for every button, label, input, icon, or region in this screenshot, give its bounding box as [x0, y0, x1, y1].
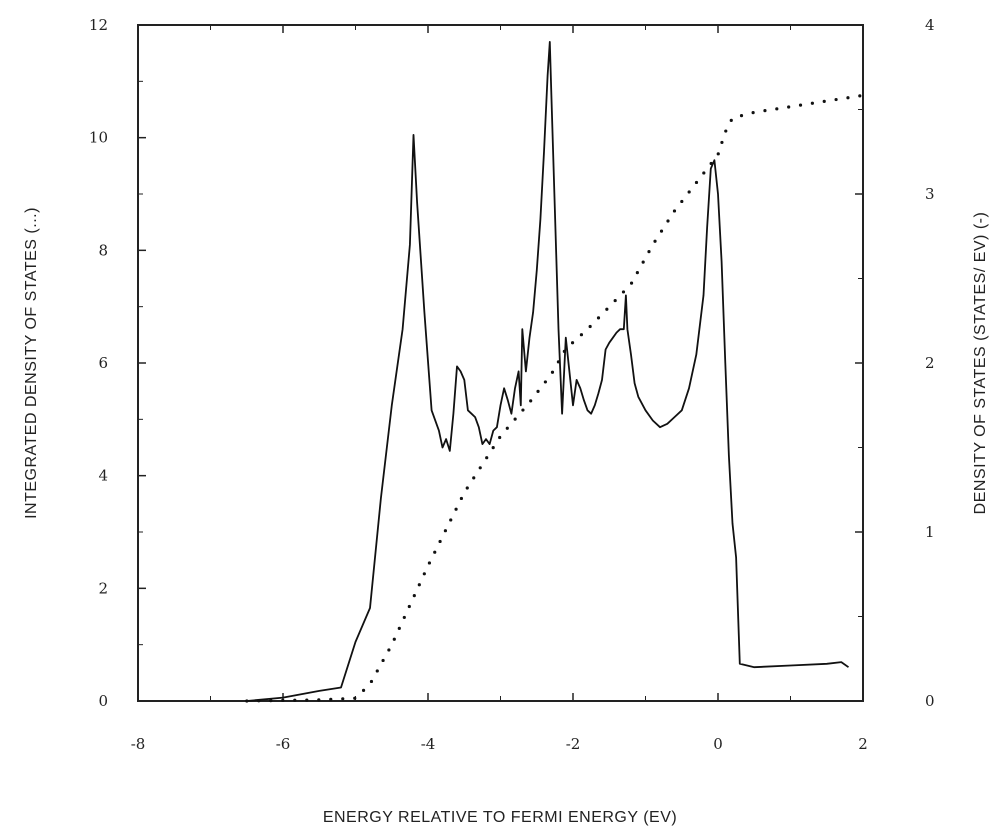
- y-left-tick-label: 6: [98, 354, 108, 372]
- y-right-tick-label: 1: [925, 523, 935, 541]
- y-left-tick-label: 12: [89, 16, 108, 34]
- y-left-tick-label: 10: [89, 129, 108, 147]
- x-tick-label: 2: [858, 735, 868, 753]
- y-right-tick-label: 3: [925, 185, 935, 203]
- y-right-tick-label: 2: [925, 354, 935, 372]
- axis-ticks: [137, 24, 864, 702]
- y-left-tick-label: 0: [98, 692, 108, 710]
- y-left-tick-label: 8: [98, 241, 108, 259]
- x-axis-title: ENERGY RELATIVE TO FERMI ENERGY (EV): [323, 809, 677, 826]
- x-tick-label: 0: [713, 735, 723, 753]
- x-tick-label: -6: [276, 735, 291, 753]
- x-tick-label: -8: [131, 735, 146, 753]
- right-y-axis-title: DENSITY OF STATES (STATES/ EV) (-): [972, 212, 989, 515]
- y-left-tick-label: 2: [98, 579, 108, 597]
- left-y-axis-title: INTEGRATED DENSITY OF STATES (...): [23, 207, 40, 519]
- y-right-tick-label: 0: [925, 692, 935, 710]
- y-right-tick-label: 4: [925, 16, 935, 34]
- plot-frame: [137, 24, 864, 702]
- x-tick-label: -2: [566, 735, 581, 753]
- x-tick-label: -4: [421, 735, 436, 753]
- dos-solid-line: [246, 41, 850, 702]
- y-left-tick-label: 4: [98, 467, 108, 485]
- data-series: [245, 41, 865, 703]
